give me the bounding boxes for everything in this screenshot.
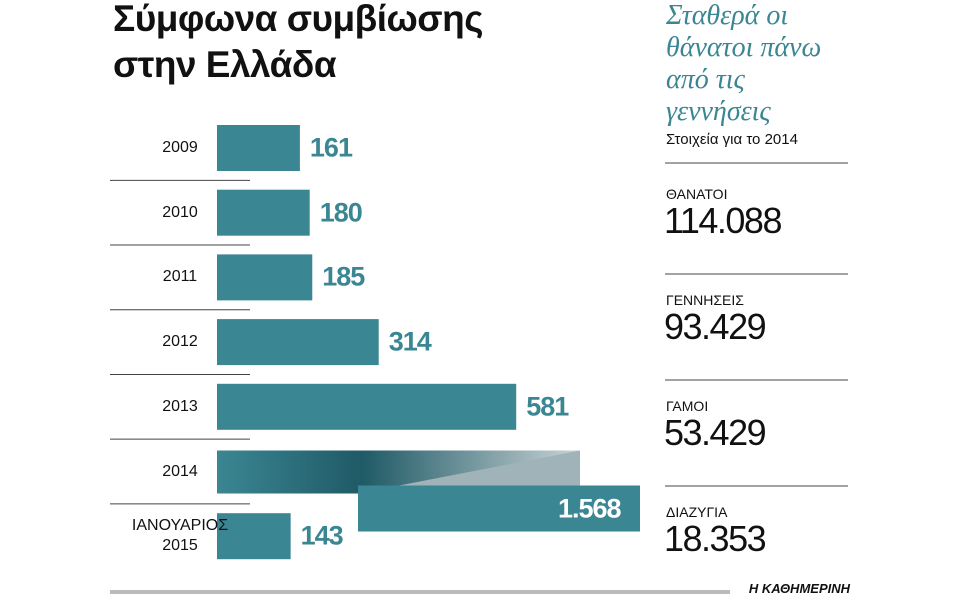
value-label: 161 [309, 132, 353, 163]
stat-label: ΓΑΜΟΙ [666, 398, 709, 414]
stat-value: 18.353 [664, 518, 767, 559]
stat-value: 53.429 [664, 412, 767, 453]
bar [217, 189, 310, 236]
stat-label: ΘΑΝΑΤΟΙ [666, 186, 728, 202]
bar [217, 319, 379, 366]
bar-lower-piece [358, 485, 640, 532]
category-label: 2009 [162, 139, 198, 156]
stat-label: ΓΕΝΝΗΣΕΙΣ [666, 292, 744, 308]
category-label: 2013 [162, 397, 198, 415]
stat-label: ΔΙΑΖΥΓΙΑ [666, 504, 728, 520]
bar [217, 254, 313, 301]
bar [217, 125, 300, 171]
value-label: 185 [322, 261, 365, 292]
category-label: 2010 [162, 203, 198, 221]
stat-value: 114.088 [664, 200, 782, 241]
side-subtitle: Στοιχεία για το 2014 [666, 131, 798, 148]
bar [217, 383, 517, 430]
value-label: 180 [319, 197, 363, 228]
side-title: Σταθερά οι θάνατοι πάνω από τις γεννήσει… [666, 0, 822, 127]
category-label: 2011 [162, 268, 198, 286]
category-label: 2014 [162, 462, 198, 480]
bar-break [358, 450, 580, 494]
value-label: 1.568 [558, 493, 622, 523]
value-label: 581 [526, 391, 569, 422]
value-label: 314 [388, 326, 432, 357]
source: Η ΚΑΘΗΜΕΡΙΝΗ [748, 581, 850, 596]
category-label: 2012 [162, 333, 198, 351]
value-label: 143 [300, 520, 344, 551]
bar [217, 513, 291, 560]
bar [217, 450, 640, 532]
stat-value: 93.429 [664, 306, 767, 347]
category-label: ΙΑΝΟΥΑΡΙΟΣ 2015 [131, 517, 229, 555]
chart-title: Σύμφωνα συμβίωσης στην Ελλάδα [113, 0, 483, 85]
